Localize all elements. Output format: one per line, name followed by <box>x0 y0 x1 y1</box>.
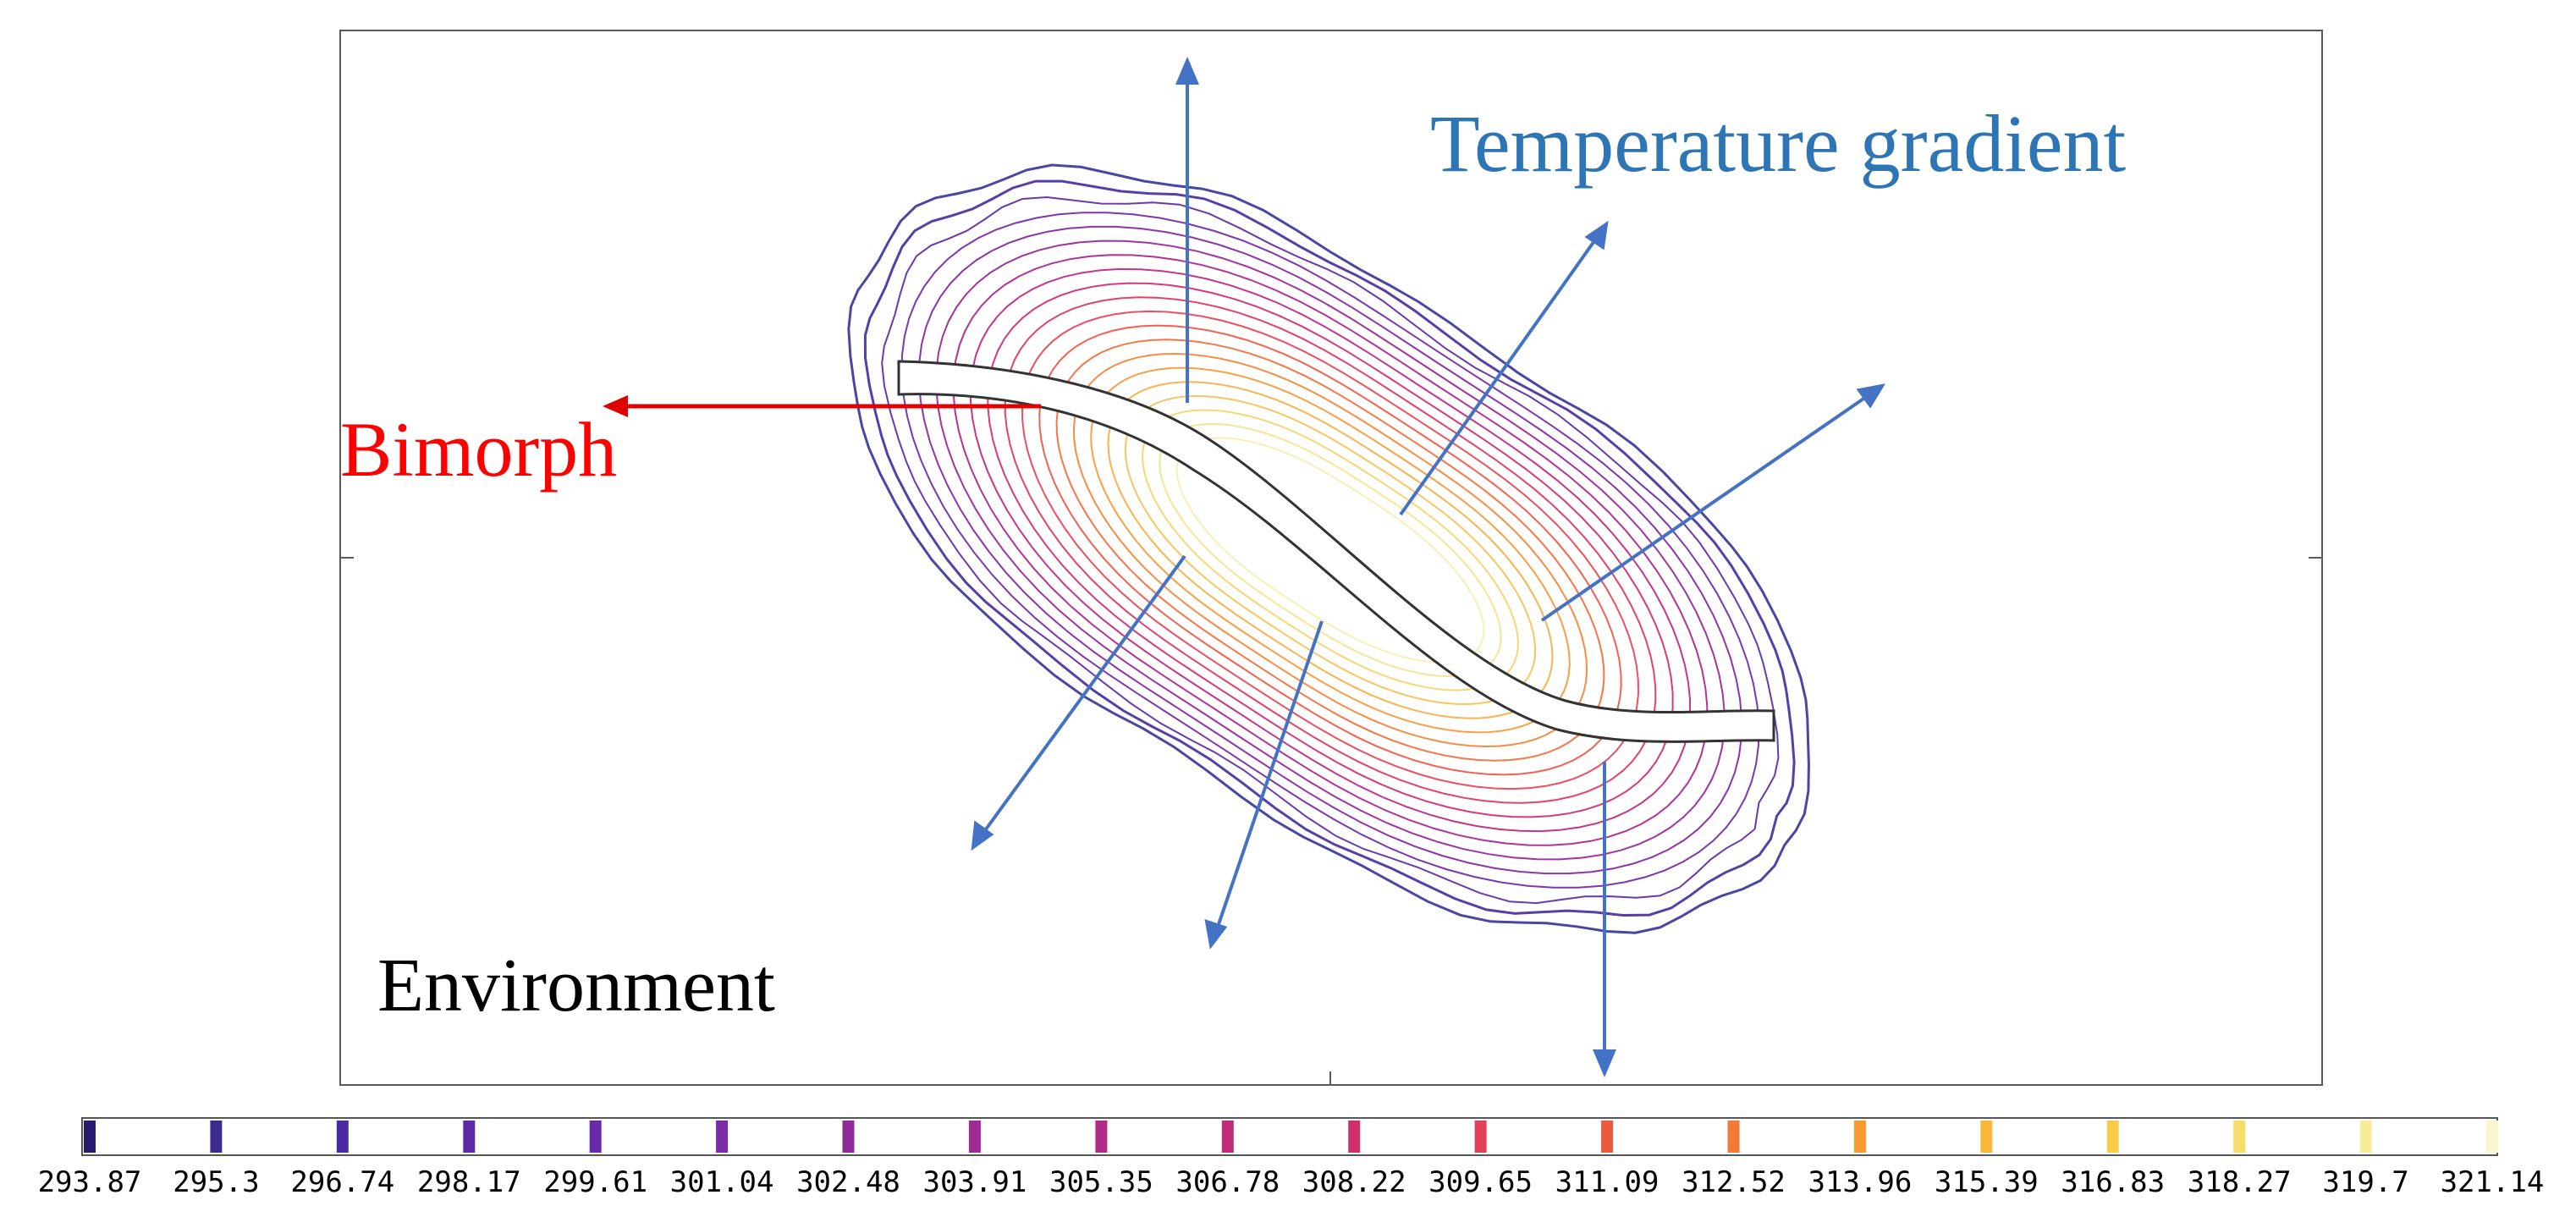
colorbar-tick-label: 295.3 <box>173 1165 259 1199</box>
colorbar-marker <box>1095 1121 1108 1153</box>
colorbar-tick-labels: 293.87 295.3 296.74 298.17 299.61 301.04 302.4… <box>38 1165 2545 1199</box>
colorbar-marker <box>716 1121 729 1153</box>
contour-line <box>1004 296 1657 804</box>
colorbar-tick-label: 309.65 <box>1428 1165 1533 1199</box>
contour-line <box>952 254 1709 846</box>
contour-line <box>900 212 1760 889</box>
contour-line <box>1055 339 1605 762</box>
arrowhead-icon <box>971 820 994 851</box>
colorbar-tick-label: 316.83 <box>2061 1165 2165 1199</box>
colorbar-marker <box>2106 1121 2119 1153</box>
colorbar-tick-label: 311.09 <box>1555 1165 1660 1199</box>
colorbar-marker <box>1221 1121 1234 1153</box>
contour-line <box>863 179 1796 917</box>
bimorph-pointer-arrow <box>603 395 1041 417</box>
contour-line <box>969 267 1692 833</box>
contour-line <box>987 282 1674 818</box>
colorbar-marker <box>1348 1121 1361 1153</box>
colorbar-tick-label: 296.74 <box>290 1165 394 1199</box>
contour-line <box>935 240 1726 861</box>
colorbar-markers <box>84 1121 2498 1153</box>
colorbar-tick-label: 305.35 <box>1049 1165 1153 1199</box>
colorbar-marker <box>842 1121 855 1153</box>
arrowhead-icon <box>1592 1049 1617 1078</box>
gradient-arrow-lower-left-2 <box>1215 620 1324 930</box>
colorbar-marker <box>1853 1121 1866 1153</box>
gradient-arrow-upper-right-1 <box>1399 237 1598 516</box>
arrowhead-icon <box>1175 56 1200 85</box>
gradient-arrow-lower-left-1 <box>982 554 1186 834</box>
contour-line <box>847 163 1810 934</box>
colorbar-marker <box>336 1121 349 1153</box>
colorbar-tick-label: 299.61 <box>543 1165 647 1199</box>
colorbar-tick-label: 312.52 <box>1682 1165 1786 1199</box>
colorbar-marker <box>1474 1121 1487 1153</box>
contour-line <box>1021 310 1640 790</box>
colorbar-tick-label: 293.87 <box>38 1165 142 1199</box>
colorbar-tick-label: 306.78 <box>1175 1165 1280 1199</box>
colorbar-marker <box>2359 1121 2372 1153</box>
colorbar-marker <box>589 1121 602 1153</box>
colorbar-marker <box>1727 1121 1740 1153</box>
colorbar-tick-label: 315.39 <box>1935 1165 2039 1199</box>
contour-line <box>1038 324 1622 776</box>
colorbar-tick-label: 313.96 <box>1808 1165 1912 1199</box>
arrowhead-icon <box>1204 919 1228 950</box>
colorbar-tick-label: 301.04 <box>670 1165 774 1199</box>
colorbar-marker <box>1601 1121 1614 1153</box>
colorbar-tick-label: 308.22 <box>1302 1165 1406 1199</box>
colorbar: 293.87 295.3 296.74 298.17 299.61 301.04 302.4… <box>38 1117 2545 1199</box>
contour-line <box>917 225 1743 875</box>
colorbar-tick-label: 319.7 <box>2322 1165 2408 1199</box>
bimorph-label: Bimorph <box>340 406 617 493</box>
colorbar-tick-label: 302.48 <box>796 1165 900 1199</box>
colorbar-marker <box>2486 1121 2498 1153</box>
gradient-arrow-upper-right-2 <box>1540 394 1870 622</box>
environment-label: Environment <box>377 944 775 1027</box>
colorbar-marker <box>463 1121 476 1153</box>
colorbar-frame <box>81 1117 2498 1156</box>
gradient-arrows <box>971 56 1886 1078</box>
colorbar-marker <box>1980 1121 1993 1153</box>
colorbar-tick-label: 321.14 <box>2441 1165 2545 1199</box>
colorbar-marker <box>968 1121 981 1153</box>
colorbar-tick-label: 303.91 <box>922 1165 1027 1199</box>
arrowhead-icon <box>1584 220 1609 251</box>
contour-line <box>881 195 1780 905</box>
arrowhead-icon <box>603 395 628 417</box>
arrowhead-icon <box>1856 383 1886 409</box>
colorbar-tick-label: 298.17 <box>417 1165 521 1199</box>
colorbar-marker <box>84 1121 96 1153</box>
colorbar-marker <box>2233 1121 2246 1153</box>
bimorph-beam <box>897 360 1775 743</box>
temperature-gradient-label: Temperature gradient <box>1430 98 2127 189</box>
colorbar-marker <box>210 1121 223 1153</box>
colorbar-tick-label: 318.27 <box>2188 1165 2292 1199</box>
